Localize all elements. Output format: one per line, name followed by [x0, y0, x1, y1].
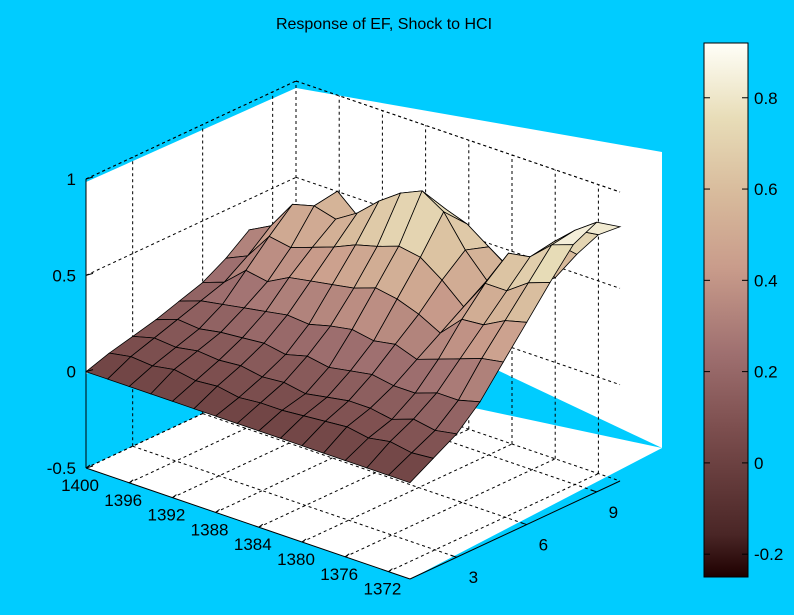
- colorbar-tick-label: 0.4: [754, 271, 778, 290]
- colorbar-tick-label: 0: [754, 454, 763, 473]
- z-tick-mark: [85, 369, 94, 373]
- tick-labels: -0.5 0 0.5 1 1400 1396 1392 1388 1384 1380 1376 137…: [47, 170, 618, 599]
- z-tick-label: 1: [67, 170, 76, 189]
- surface-mesh: [85, 190, 622, 484]
- colorbar: 0.8 0.6 0.4 0.2 0 -0.2: [703, 42, 783, 578]
- colorbar-tick-label: -0.2: [754, 545, 783, 564]
- y-axis-line: [409, 480, 621, 580]
- x-tick-label: 1372: [363, 580, 401, 599]
- x-tick-label: 1396: [104, 491, 142, 510]
- x-tick-label: 1384: [234, 535, 272, 554]
- x-tick-mark: [85, 464, 91, 469]
- x-tick-mark: [172, 494, 177, 499]
- x-axis-line: [85, 467, 411, 580]
- y-tick-label: 3: [469, 568, 478, 587]
- grid-line: [388, 473, 599, 573]
- back-wall-left: [86, 88, 296, 374]
- x-tick-mark: [215, 508, 220, 513]
- x-tick-mark: [388, 568, 393, 572]
- x-tick-mark: [258, 523, 264, 528]
- x-tick-mark: [301, 538, 307, 543]
- grid-line: [344, 458, 556, 558]
- grid-line: [85, 80, 297, 180]
- z-tick-label: -0.5: [47, 459, 76, 478]
- y-tick-label: 6: [539, 536, 548, 555]
- y-tick-mark: [450, 554, 457, 558]
- z-tick-label: 0.5: [52, 266, 76, 285]
- z-tick-mark: [85, 272, 94, 276]
- x-tick-mark: [128, 479, 134, 484]
- x-tick-label: 1400: [61, 476, 99, 495]
- y-tick-mark: [520, 522, 527, 526]
- axes-frame: [85, 176, 621, 580]
- colorbar-ticks: 0.8 0.6 0.4 0.2 0 -0.2: [704, 89, 783, 564]
- z-tick-mark: [85, 176, 94, 180]
- colorbar-tick-label: 0.8: [754, 89, 778, 108]
- x-tick-mark: [344, 553, 350, 558]
- x-tick-label: 1388: [191, 520, 229, 539]
- colorbar-tick-label: 0.2: [754, 363, 778, 382]
- chart-title: Response of EF, Shock to HCI: [276, 16, 492, 33]
- z-tick-label: 0: [67, 363, 76, 382]
- colorbar-tick-label: 0.6: [754, 180, 778, 199]
- surface-patch: [387, 452, 435, 484]
- grid-line: [301, 443, 513, 543]
- floor-plane: [86, 370, 662, 579]
- colorbar-gradient: [703, 42, 749, 578]
- x-tick-label: 1392: [147, 506, 185, 525]
- y-tick-label: 9: [609, 503, 618, 522]
- grid-line: [85, 176, 297, 276]
- x-tick-label: 1380: [277, 550, 315, 569]
- y-tick-mark: [590, 489, 597, 493]
- x-tick-label: 1376: [320, 565, 358, 584]
